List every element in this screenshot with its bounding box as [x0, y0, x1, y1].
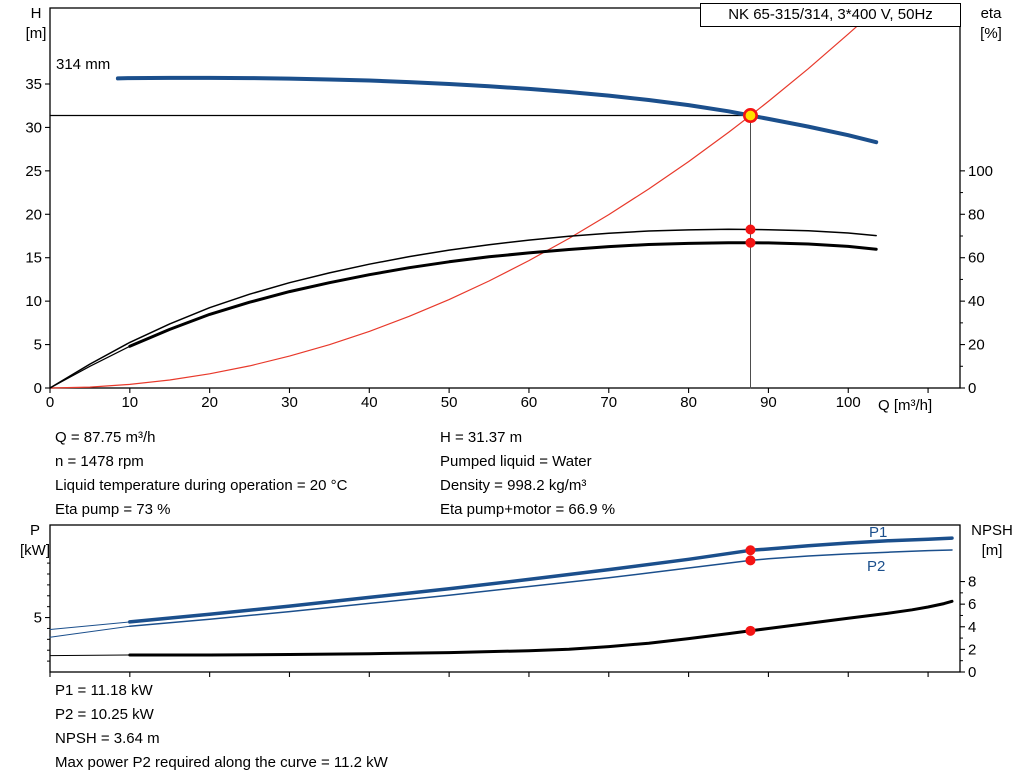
eta-pump-motor-curve [128, 241, 878, 348]
y-right-tick-label: 20 [968, 337, 985, 354]
y-left-tick-label: 5 [34, 610, 42, 627]
operating-data-right: H = 31.37 m Pumped liquid = Water Densit… [440, 426, 615, 522]
info-line-temperature: Liquid temperature during operation = 20… [55, 477, 348, 494]
h-axis-symbol: H [30, 5, 42, 22]
eta-pump-motor-lead [49, 345, 131, 389]
y-left-tick-label: 35 [25, 76, 42, 93]
pump-title-box: NK 65-315/314, 3*400 V, 50Hz [700, 3, 961, 27]
npsh-curve [128, 599, 954, 657]
y-right-tick-label: 0 [968, 664, 976, 681]
info-line-npsh: NPSH = 3.64 m [55, 730, 160, 747]
x-tick-label: 60 [521, 394, 538, 411]
eta-axis-symbol: eta [980, 5, 1002, 22]
p1-curve-label: P1 [869, 524, 888, 541]
x-tick-label: 40 [361, 394, 378, 411]
npsh-axis-symbol: NPSH [971, 522, 1013, 539]
y-left-tick-label: 25 [25, 163, 42, 180]
result-data: P1 = 11.18 kW P2 = 10.25 kW NPSH = 3.64 … [55, 679, 388, 775]
y-right-tick-label: 80 [968, 206, 985, 223]
x-tick-label: 90 [760, 394, 777, 411]
y-right-tick-label: 60 [968, 250, 985, 267]
y-right-tick-label: 6 [968, 596, 976, 613]
y-right-tick-label: 0 [968, 380, 976, 397]
info-line-h: H = 31.37 m [440, 429, 523, 446]
x-tick-label: 10 [121, 394, 138, 411]
impeller-diameter-label: 314 mm [56, 56, 111, 73]
info-line-max-power: Max power P2 required along the curve = … [55, 754, 388, 771]
info-line-density: Density = 998.2 kg/m³ [440, 477, 587, 494]
x-tick-label: 50 [441, 394, 458, 411]
h-axis-label: H [m] [14, 4, 58, 44]
npsh-axis-unit: [m] [981, 542, 1003, 559]
p2-curve [129, 549, 953, 628]
eta-axis-unit: [%] [980, 25, 1002, 42]
info-line-eta-pump: Eta pump = 73 % [55, 501, 171, 518]
y-right-tick-label: 100 [968, 163, 993, 180]
y-right-tick-label: 4 [968, 619, 976, 636]
pump-curve-314mm [115, 75, 879, 145]
p-axis-label: P [kW] [12, 521, 58, 561]
y-right-tick-label: 40 [968, 293, 985, 310]
eta-pump-motor-duty-marker [745, 237, 756, 248]
info-line-q: Q = 87.75 m³/h [55, 429, 156, 446]
eta-pump-duty-marker [745, 224, 756, 235]
h-axis-unit: [m] [25, 25, 47, 42]
info-line-eta-pump-motor: Eta pump+motor = 66.9 % [440, 501, 616, 518]
x-tick-label: 100 [836, 394, 861, 411]
p1-lead [49, 621, 131, 630]
x-tick-label: 30 [281, 394, 298, 411]
p1-duty-marker [745, 545, 756, 556]
x-tick-label: 20 [201, 394, 218, 411]
y-left-tick-label: 30 [25, 119, 42, 136]
x-tick-label: 70 [600, 394, 617, 411]
p-axis-symbol: P [29, 522, 40, 539]
y-right-tick-label: 8 [968, 574, 976, 591]
y-left-tick-label: 5 [34, 337, 42, 354]
duty-point-marker [742, 108, 758, 124]
system-curve [49, 15, 869, 389]
p-axis-unit: [kW] [20, 542, 50, 559]
npsh-axis-label: NPSH [m] [962, 521, 1022, 561]
p2-duty-marker [745, 555, 756, 566]
eta-pump-curve [49, 228, 877, 389]
y-left-tick-label: 20 [25, 206, 42, 223]
p1-curve [128, 536, 954, 624]
power-npsh-chart-frame [49, 524, 961, 673]
info-line-n: n = 1478 rpm [55, 453, 144, 470]
info-line-p2: P2 = 10.25 kW [55, 706, 154, 723]
q-axis-label: Q [m³/h] [878, 397, 933, 414]
hq-eta-chart-frame [49, 7, 961, 389]
y-left-tick-label: 15 [25, 250, 42, 267]
eta-axis-label: eta [%] [966, 4, 1016, 44]
x-tick-label: 80 [680, 394, 697, 411]
y-right-tick-label: 2 [968, 641, 976, 658]
x-tick-label: 0 [46, 394, 54, 411]
y-left-tick-label: 0 [34, 380, 42, 397]
npsh-lead [49, 654, 131, 657]
p2-curve-label: P2 [867, 558, 886, 575]
operating-data-left: Q = 87.75 m³/h n = 1478 rpm Liquid tempe… [55, 426, 347, 522]
npsh-duty-marker [745, 625, 756, 636]
y-left-tick-label: 10 [25, 293, 42, 310]
info-line-liquid: Pumped liquid = Water [440, 453, 592, 470]
info-line-p1: P1 = 11.18 kW [55, 682, 153, 699]
p2-lead [49, 625, 131, 638]
